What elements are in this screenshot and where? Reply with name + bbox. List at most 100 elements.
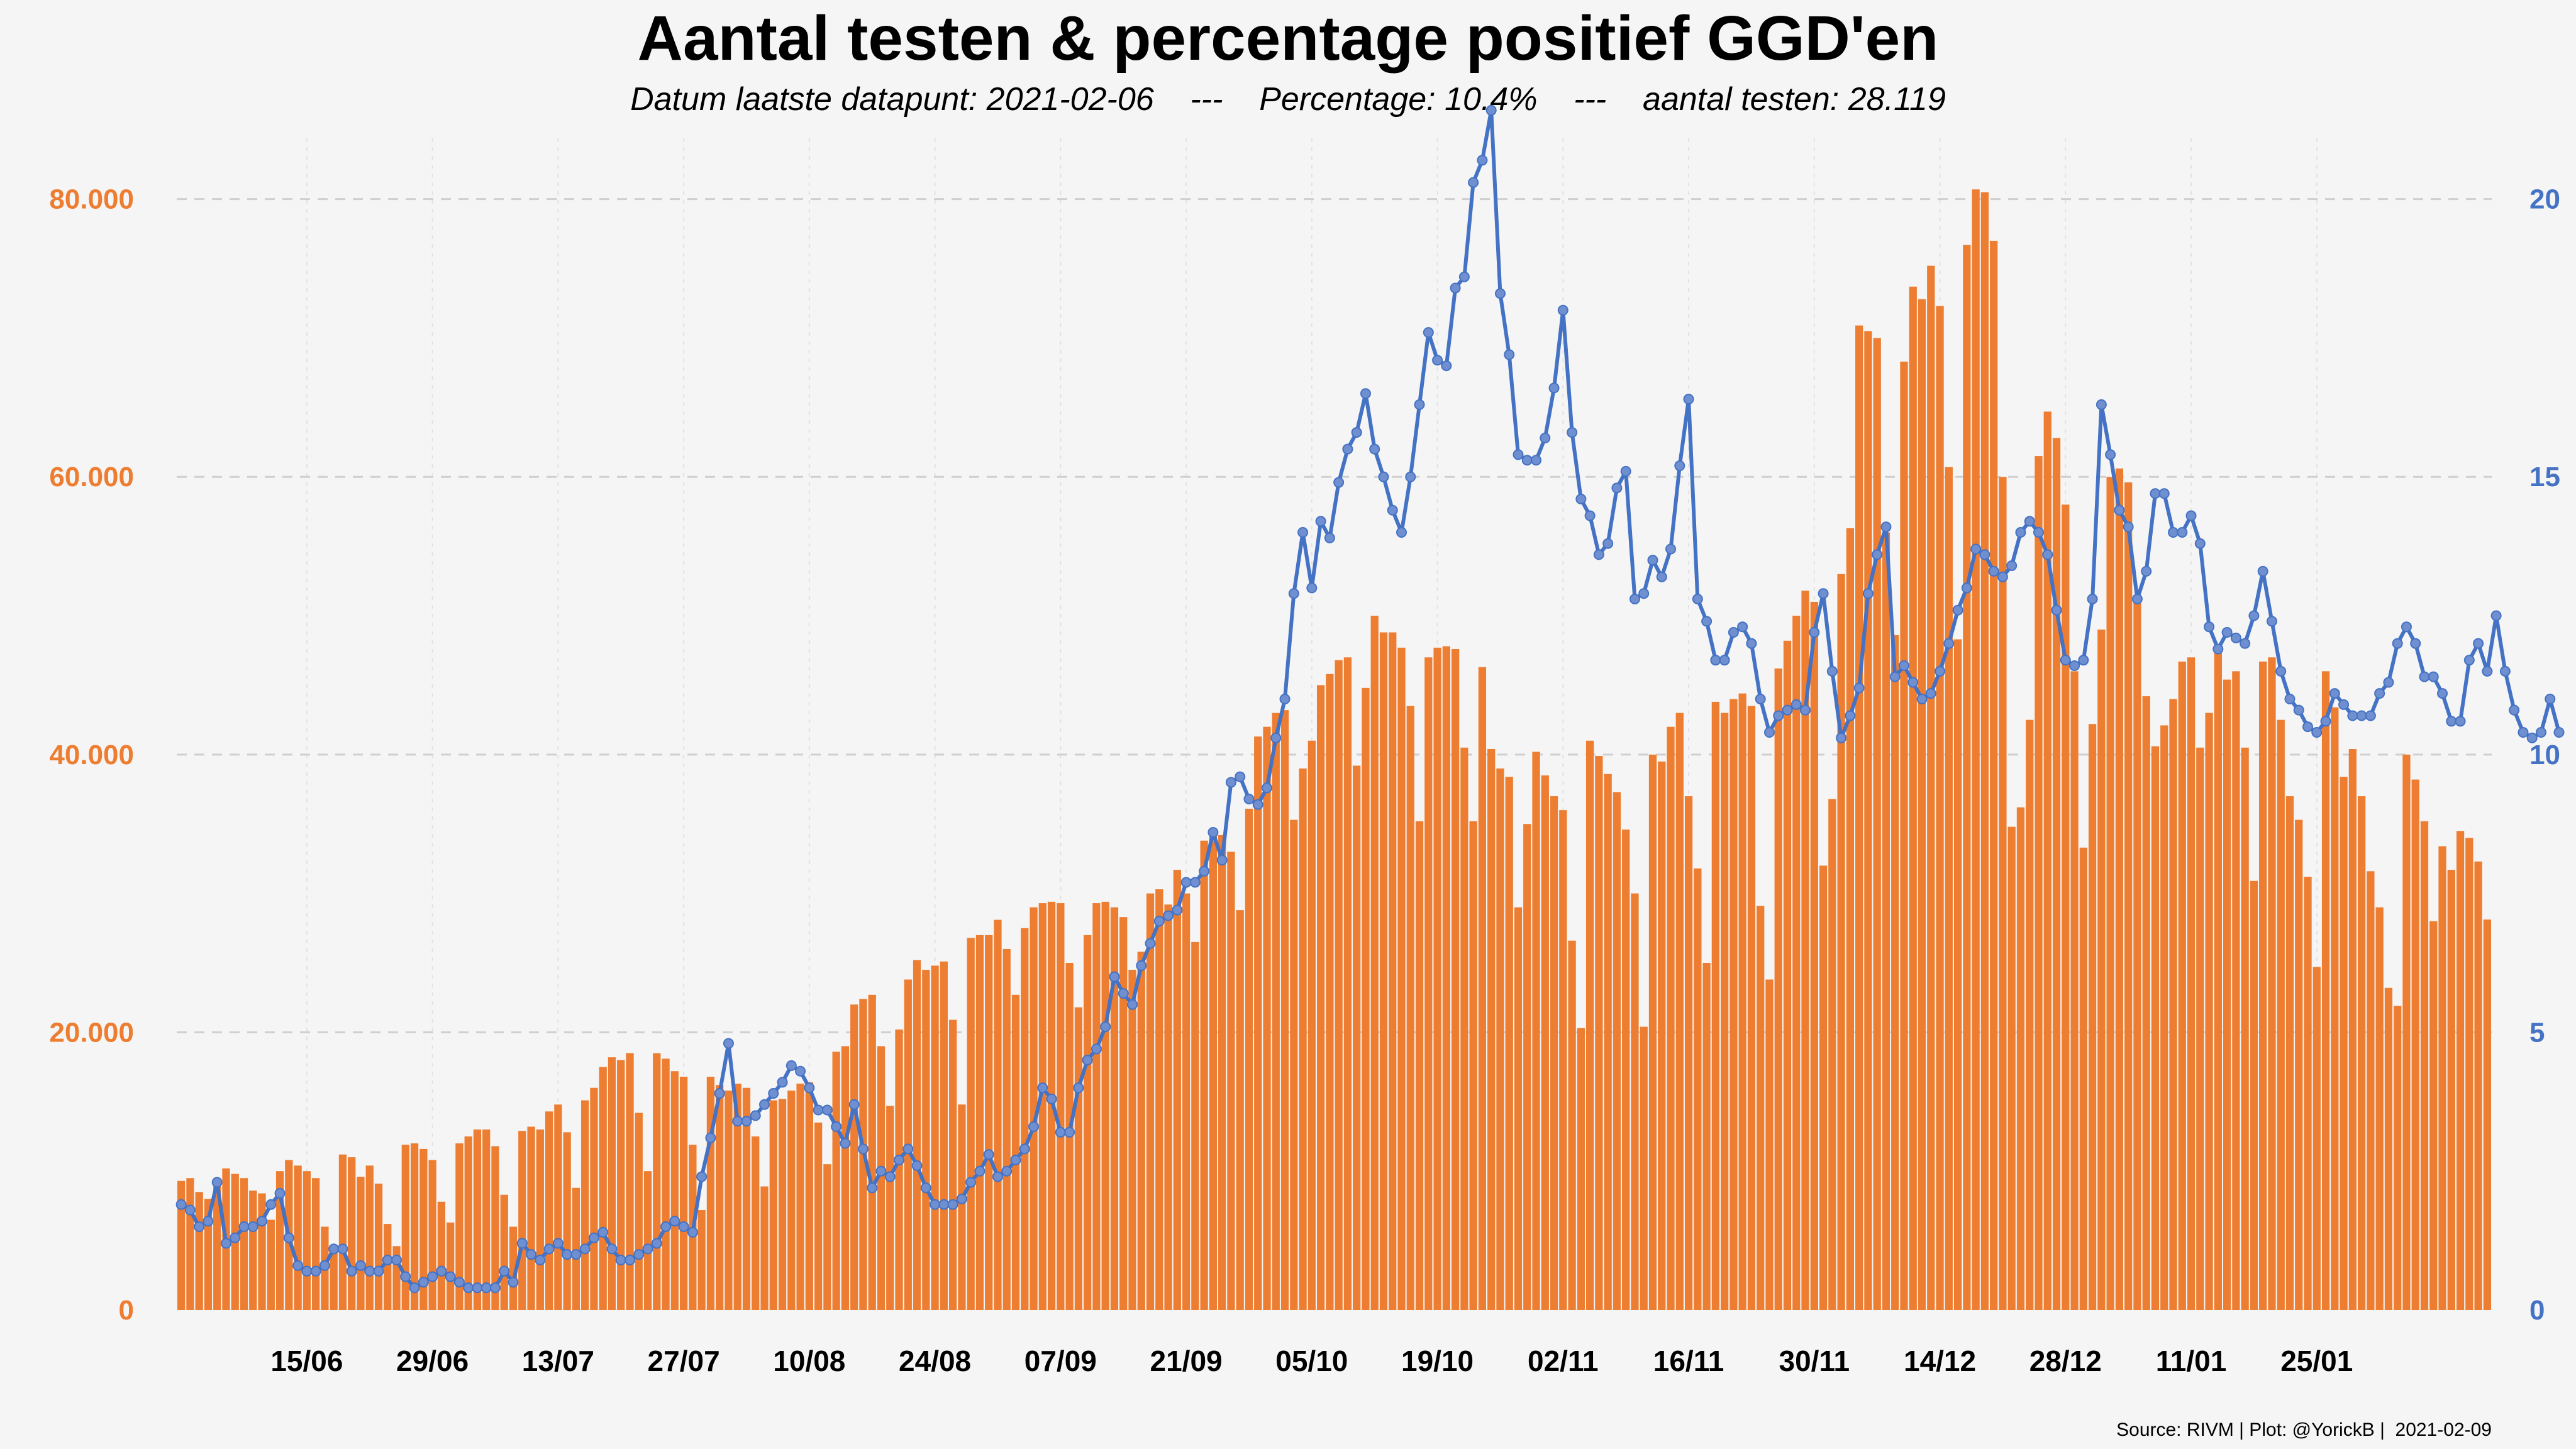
point-percentage-206 [2024,516,2035,527]
point-percentage-158 [1593,549,1604,560]
point-percentage-212 [2078,655,2089,666]
ytick-left-0: 0 [119,1295,134,1326]
point-percentage-0 [175,1199,187,1210]
line-series-percentage [175,104,2565,1294]
point-percentage-108 [1145,938,1156,949]
bar-tests-243 [2357,796,2366,1310]
bar-tests-25 [401,1145,409,1310]
bar-tests-128 [1326,674,1334,1310]
bar-tests-21 [365,1165,374,1310]
bar-tests-207 [2035,456,2043,1310]
bar-tests-72 [823,1164,831,1310]
point-percentage-110 [1163,910,1174,921]
bar-tests-58 [697,1210,706,1310]
point-percentage-221 [2158,488,2170,499]
bar-tests-158 [1595,756,1603,1310]
point-percentage-95 [1028,1121,1040,1133]
point-percentage-7 [238,1221,250,1233]
point-percentage-63 [741,1116,752,1127]
point-percentage-175 [1746,638,1757,649]
bar-tests-87 [958,1104,966,1310]
bar-tests-137 [1406,706,1414,1310]
bar-tests-201 [1980,192,1989,1311]
point-percentage-215 [2105,449,2116,460]
point-percentage-38 [516,1238,528,1249]
point-percentage-207 [2033,527,2044,538]
bar-tests-236 [2295,819,2303,1310]
point-percentage-127 [1315,516,1326,527]
point-percentage-260 [2509,704,2520,716]
bar-tests-79 [886,1106,894,1310]
bar-tests-173 [1729,699,1738,1310]
bar-tests-117 [1227,852,1235,1311]
bar-tests-26 [410,1143,419,1310]
point-percentage-106 [1126,999,1138,1010]
point-percentage-124 [1288,588,1299,599]
point-percentage-120 [1252,799,1263,810]
point-percentage-109 [1153,916,1165,927]
bar-tests-196 [1936,306,1944,1310]
bar-tests-110 [1164,904,1172,1310]
point-percentage-200 [1970,543,1982,555]
point-percentage-58 [696,1171,708,1182]
point-percentage-264 [2545,694,2556,704]
point-percentage-198 [1952,604,1963,616]
point-percentage-147 [1494,288,1506,299]
point-percentage-26 [409,1282,420,1294]
point-percentage-27 [418,1277,429,1288]
bar-tests-132 [1362,687,1370,1310]
bar-tests-148 [1505,777,1513,1310]
bar-tests-39 [527,1126,535,1310]
point-percentage-20 [355,1260,366,1271]
point-percentage-197 [1943,638,1955,649]
ytick-left-2: 40.000 [49,740,134,770]
point-percentage-202 [1988,565,1999,577]
bar-tests-204 [2007,826,2016,1310]
bar-tests-102 [1092,903,1101,1310]
point-percentage-222 [2168,527,2179,538]
bar-tests-244 [2367,871,2375,1310]
point-percentage-71 [813,1104,824,1116]
bar-tests-193 [1909,286,1917,1310]
point-percentage-18 [337,1243,348,1255]
point-percentage-36 [499,1265,510,1277]
bar-tests-10 [267,1219,275,1310]
bar-tests-163 [1640,1026,1648,1310]
point-percentage-122 [1270,732,1282,743]
point-percentage-240 [2329,688,2340,699]
point-percentage-30 [445,1271,456,1282]
point-percentage-97 [1046,1093,1057,1104]
bar-tests-168 [1684,796,1693,1310]
point-percentage-180 [1790,699,1802,710]
bar-tests-95 [1030,907,1038,1310]
point-percentage-81 [902,1143,914,1155]
point-percentage-141 [1441,360,1452,372]
bar-tests-89 [975,935,984,1310]
bar-tests-234 [2277,719,2285,1310]
bar-tests-216 [2115,468,2124,1310]
point-percentage-196 [1935,665,1946,677]
point-percentage-232 [2257,565,2268,577]
bar-tests-239 [2321,671,2330,1310]
bar-tests-143 [1460,747,1468,1310]
point-percentage-48 [606,1243,618,1255]
bar-tests-3 [204,1199,213,1310]
point-percentage-153 [1548,382,1560,394]
point-percentage-132 [1360,388,1371,399]
bar-tests-192 [1900,361,1908,1310]
point-percentage-55 [669,1216,680,1227]
bar-tests-211 [2070,671,2079,1310]
bar-tests-227 [2214,650,2222,1310]
point-percentage-114 [1199,865,1210,877]
point-percentage-160 [1611,482,1623,494]
bar-tests-256 [2474,861,2482,1310]
point-percentage-173 [1728,627,1739,638]
point-percentage-119 [1243,793,1255,804]
bar-tests-9 [258,1193,266,1310]
bar-tests-202 [1990,240,1998,1311]
point-percentage-130 [1342,443,1353,455]
point-percentage-29 [436,1265,447,1277]
point-percentage-261 [2518,726,2529,738]
bar-tests-179 [1783,640,1792,1310]
point-percentage-182 [1809,627,1820,638]
